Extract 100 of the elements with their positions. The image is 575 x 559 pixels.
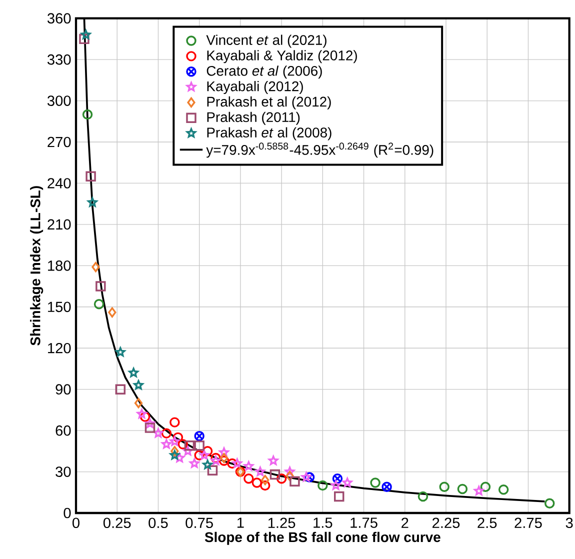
y-tick-label: 30 xyxy=(56,466,71,477)
x-tick-label: 3 xyxy=(566,518,573,528)
point xyxy=(418,491,428,502)
x-tick-label: 1.5 xyxy=(314,518,332,528)
x-tick-label: 0.25 xyxy=(103,518,131,528)
y-tick-label: 360 xyxy=(47,13,71,24)
legend-label: Prakash (2011) xyxy=(207,112,300,125)
point xyxy=(439,482,450,492)
point xyxy=(210,456,221,466)
point xyxy=(474,486,484,496)
x-tick-label: 0.75 xyxy=(186,518,213,528)
point xyxy=(194,450,204,460)
point xyxy=(194,430,204,442)
point xyxy=(189,458,200,468)
y-axis-title: Shrinkage Index (LL-SL) xyxy=(30,186,44,346)
point xyxy=(115,384,126,394)
point xyxy=(184,440,195,451)
x-tick-label: 1 xyxy=(237,518,244,528)
point xyxy=(232,458,242,468)
point xyxy=(286,470,294,482)
y-tick-label: 60 xyxy=(56,425,71,436)
point xyxy=(255,466,266,476)
point xyxy=(276,474,287,484)
point xyxy=(134,398,143,408)
point xyxy=(498,484,509,495)
point xyxy=(79,34,90,44)
y-tick-label: 150 xyxy=(48,302,71,312)
point xyxy=(140,412,150,422)
point xyxy=(194,440,204,451)
x-tick-label: 0 xyxy=(72,518,80,528)
point xyxy=(301,472,312,482)
legend-label: Kayabali & Yaldiz (2012) xyxy=(207,50,357,64)
legend-label: Kayabali (2012) xyxy=(207,80,303,94)
point xyxy=(199,450,210,460)
point xyxy=(268,456,278,466)
legend-label: Cerato et al (2006) xyxy=(206,66,322,79)
point xyxy=(172,432,184,443)
point xyxy=(332,474,343,484)
legend-label: Vincent et al (2021) xyxy=(206,34,326,48)
point xyxy=(92,262,100,272)
y-tick-label: 90 xyxy=(56,384,71,395)
point xyxy=(480,482,491,492)
legend-label: y=79.9x$^{-0.5858}$-45.95x$^{-0.2649}$ (R$^{2}$=0.99) xyxy=(206,142,434,158)
y-tick-label: 210 xyxy=(48,219,71,230)
point xyxy=(218,456,230,466)
legend-label: Prakash et al (2012) xyxy=(207,96,331,110)
y-tick-label: 120 xyxy=(48,342,71,354)
legend-label: Prakash et al (2008) xyxy=(207,127,332,140)
x-tick-label: 0.5 xyxy=(148,518,168,528)
point xyxy=(382,482,392,492)
point xyxy=(86,171,96,182)
point xyxy=(370,478,380,488)
point xyxy=(252,478,262,488)
y-tick-label: 300 xyxy=(47,96,71,106)
x-axis-title: Slope of the BS fall cone flow curve xyxy=(204,532,440,545)
point xyxy=(170,446,179,456)
point xyxy=(108,307,116,318)
point xyxy=(318,480,328,491)
point xyxy=(244,461,254,471)
x-tick-label: 2 xyxy=(402,518,408,528)
y-tick-label: 180 xyxy=(48,260,71,271)
point xyxy=(207,465,218,476)
point xyxy=(144,422,156,433)
point xyxy=(182,446,193,456)
point xyxy=(162,439,172,449)
point xyxy=(342,478,352,488)
point xyxy=(202,460,212,470)
point xyxy=(270,469,280,480)
point xyxy=(145,418,155,428)
x-tick-label: 2.75 xyxy=(514,518,542,528)
point xyxy=(219,447,229,457)
point xyxy=(174,452,185,462)
x-tick-label: 1.25 xyxy=(268,518,296,528)
point xyxy=(134,380,144,390)
point xyxy=(136,408,147,418)
point xyxy=(178,439,188,450)
x-tick-label: 1.75 xyxy=(350,518,378,528)
point xyxy=(261,474,270,486)
point xyxy=(80,30,91,40)
x-tick-label: 2.25 xyxy=(432,518,460,528)
point xyxy=(290,476,300,487)
point xyxy=(330,480,341,490)
point xyxy=(82,109,93,120)
point xyxy=(457,484,468,494)
point xyxy=(170,450,180,460)
point xyxy=(88,197,98,207)
point xyxy=(210,452,221,464)
point xyxy=(96,281,106,292)
point xyxy=(220,452,228,464)
point xyxy=(260,480,270,491)
point xyxy=(161,428,172,438)
point xyxy=(128,368,138,378)
y-tick-label: 330 xyxy=(47,54,71,65)
point xyxy=(304,472,315,482)
point xyxy=(115,347,126,357)
point xyxy=(153,428,164,438)
y-tick-label: 270 xyxy=(48,136,71,148)
point xyxy=(170,417,180,428)
point xyxy=(94,299,104,310)
point xyxy=(284,466,295,476)
